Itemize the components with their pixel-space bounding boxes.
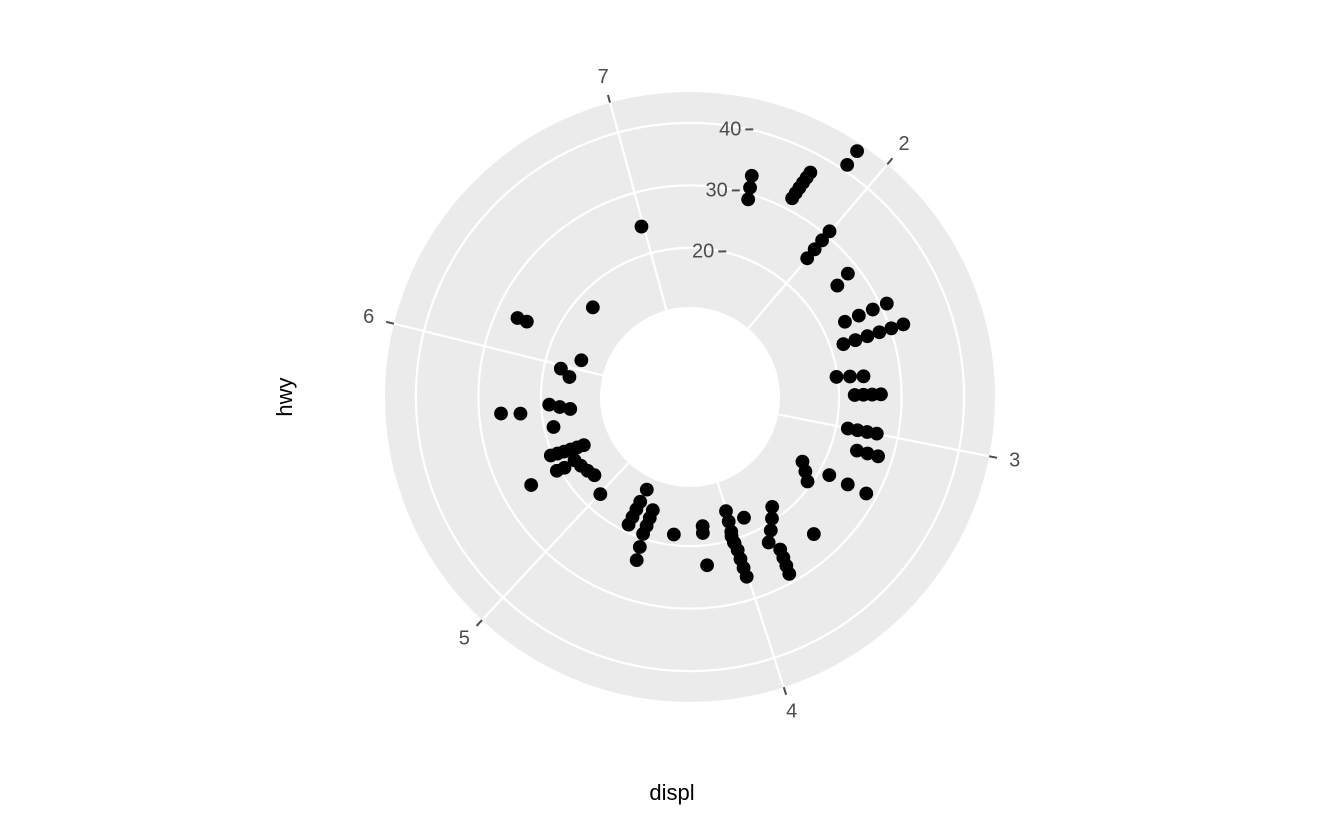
svg-text:displ: displ bbox=[649, 780, 694, 805]
svg-text:5: 5 bbox=[459, 627, 470, 649]
svg-text:3: 3 bbox=[1009, 450, 1020, 472]
svg-text:20: 20 bbox=[692, 240, 714, 262]
svg-text:4: 4 bbox=[786, 700, 797, 722]
svg-text:40: 40 bbox=[719, 118, 741, 140]
svg-text:6: 6 bbox=[363, 306, 374, 328]
svg-text:30: 30 bbox=[706, 179, 728, 201]
svg-text:7: 7 bbox=[598, 66, 609, 88]
svg-text:2: 2 bbox=[899, 133, 910, 155]
svg-text:hwy: hwy bbox=[272, 377, 297, 416]
